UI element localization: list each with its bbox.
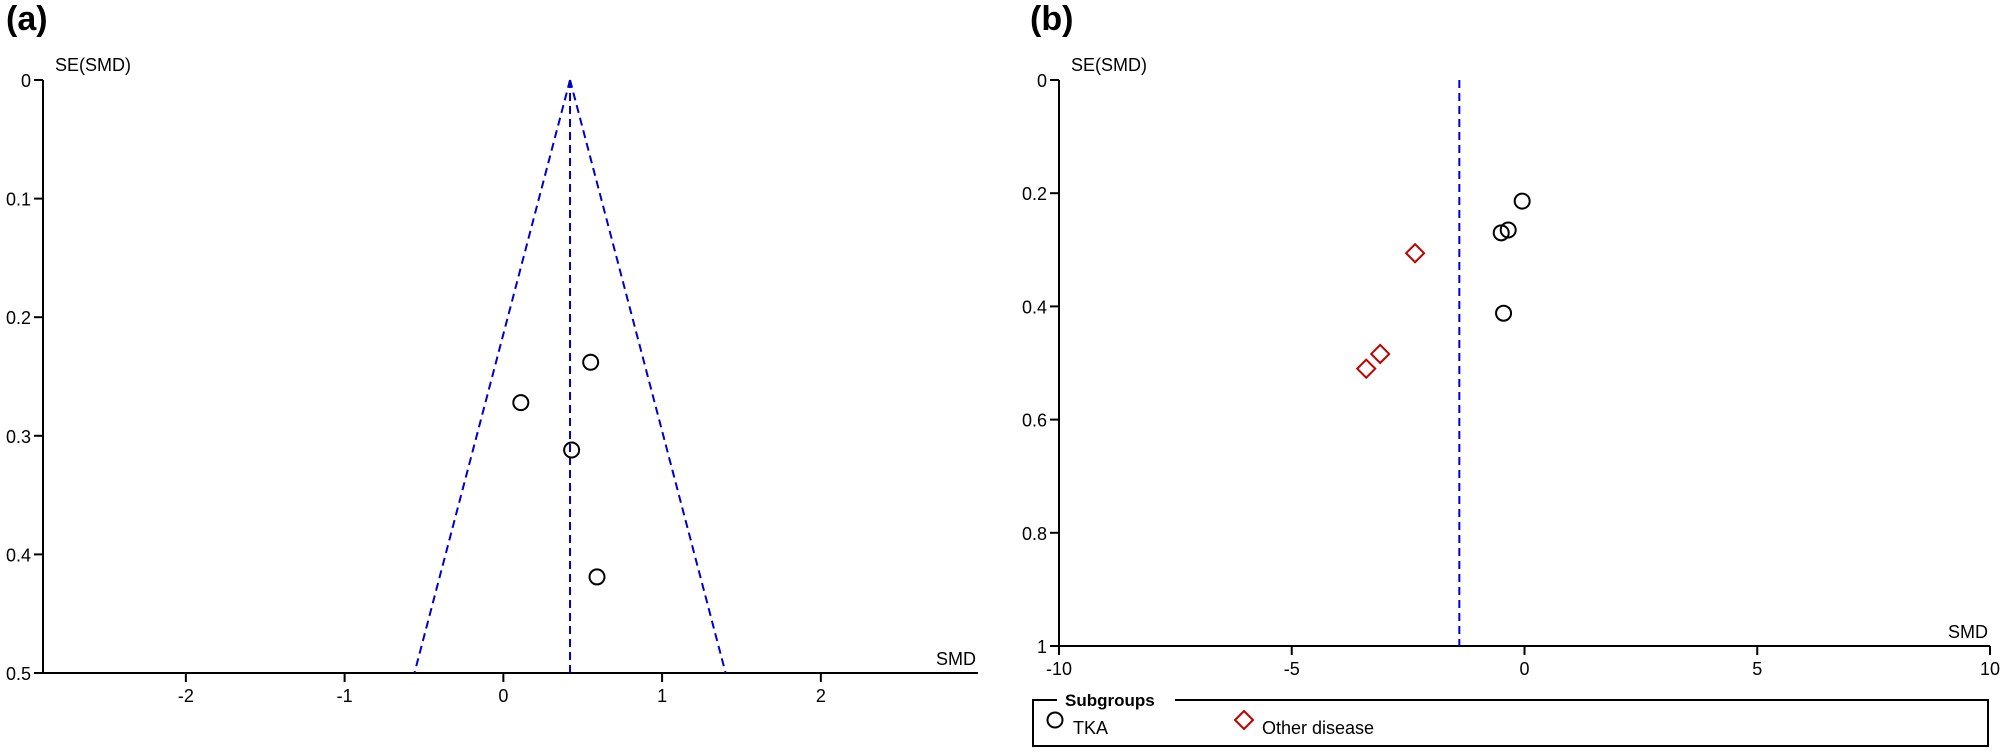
panel-b-y-tick-label: 0.2 bbox=[1022, 184, 1047, 204]
panel-a-y-tick-label: 0.5 bbox=[6, 664, 31, 684]
panel-a-x-tick-label: 1 bbox=[657, 686, 667, 706]
panel-b-y-tick-label: 0.8 bbox=[1022, 524, 1047, 544]
panel-a-x-tick-label: -2 bbox=[178, 686, 194, 706]
panel-b-y-tick-label: 1 bbox=[1037, 637, 1047, 657]
panel-b-x-tick-label: 10 bbox=[1980, 659, 2000, 679]
panel-a-funnel-right-line bbox=[569, 79, 727, 674]
legend-marker-other-disease bbox=[1233, 709, 1255, 731]
panel-b-y-tick-label: 0 bbox=[1037, 71, 1047, 91]
panel-a-study-point bbox=[582, 353, 600, 371]
panel-a-y-tick-label: 0.3 bbox=[6, 427, 31, 447]
panel-a-y-tick-label: 0 bbox=[21, 71, 31, 91]
panel-b-point-tka bbox=[1495, 304, 1513, 322]
panel-b-x-tick-label: -5 bbox=[1284, 659, 1300, 679]
panel-a-funnel-left-line bbox=[413, 79, 571, 674]
panel-a-study-point bbox=[588, 568, 606, 586]
panel-b-y-tick-label: 0.4 bbox=[1022, 297, 1047, 317]
panel-a-study-point bbox=[512, 394, 530, 412]
panel-b-y-tick-label: 0.6 bbox=[1022, 411, 1047, 431]
panel-b-x-tick-label: -10 bbox=[1046, 659, 1072, 679]
panel-a-y-axis-title: SE(SMD) bbox=[55, 55, 131, 75]
panel-b-point-tka bbox=[1513, 192, 1531, 210]
panel-b-label: (b) bbox=[1030, 0, 1074, 38]
panel-a-study-point bbox=[563, 441, 581, 459]
panel-a-label: (a) bbox=[6, 0, 48, 38]
panel-a-y-tick-label: 0.4 bbox=[6, 545, 31, 565]
panel-a-x-tick-label: 2 bbox=[816, 686, 826, 706]
panel-b-point-other-disease bbox=[1404, 242, 1426, 264]
panel-b-point-tka bbox=[1492, 224, 1510, 242]
panel-a-x-axis-title: SMD bbox=[936, 649, 976, 669]
legend-box bbox=[1032, 699, 1989, 747]
legend-title: Subgroups bbox=[1065, 691, 1155, 710]
panel-b-x-axis-title: SMD bbox=[1948, 622, 1988, 642]
panel-b-point-other-disease bbox=[1355, 358, 1377, 380]
legend-marker-tka bbox=[1046, 711, 1064, 729]
panel-a-x-tick-label: -1 bbox=[337, 686, 353, 706]
panel-b-point-other-disease bbox=[1369, 343, 1391, 365]
panel-b-y-axis-title: SE(SMD) bbox=[1071, 55, 1147, 75]
panel-a-y-tick-label: 0.2 bbox=[6, 308, 31, 328]
panel-b-x-tick-label: 5 bbox=[1752, 659, 1762, 679]
legend-title-bg bbox=[1057, 690, 1175, 710]
panel-a-y-tick-label: 0.1 bbox=[6, 190, 31, 210]
legend-label-tka: TKA bbox=[1073, 718, 1108, 738]
panel-b-x-tick-label: 0 bbox=[1519, 659, 1529, 679]
panel-a-x-tick-label: 0 bbox=[498, 686, 508, 706]
legend-label-other-disease: Other disease bbox=[1262, 718, 1374, 738]
